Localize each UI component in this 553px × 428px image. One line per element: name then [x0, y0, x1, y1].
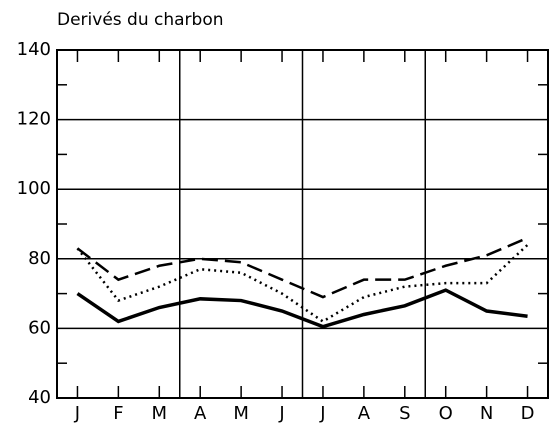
data-line [76, 236, 529, 299]
data-line [76, 288, 528, 329]
x-tick-label: J [278, 403, 284, 424]
x-tick-label: M [233, 403, 249, 424]
x-tick-label: S [399, 403, 410, 424]
x-tick-label: N [480, 403, 493, 424]
x-tick-label: J [74, 403, 80, 424]
x-tick-label: F [113, 403, 123, 424]
y-tick-label: 100 [17, 178, 51, 199]
x-tick-label: M [152, 403, 168, 424]
x-tick-label: D [521, 403, 535, 424]
y-tick-label: 40 [28, 387, 51, 408]
y-tick-label: 80 [28, 248, 51, 269]
y-tick-label: 120 [17, 109, 51, 130]
plot-frame [56, 49, 549, 399]
data-line [76, 243, 529, 323]
x-tick-label: A [194, 403, 207, 424]
x-tick-label: A [358, 403, 371, 424]
x-tick-label: O [439, 403, 453, 424]
y-tick-label: 140 [17, 39, 51, 60]
y-tick-label: 60 [28, 317, 51, 338]
chart-title: Derivés du charbon [57, 10, 224, 30]
x-tick-label: J [319, 403, 325, 424]
